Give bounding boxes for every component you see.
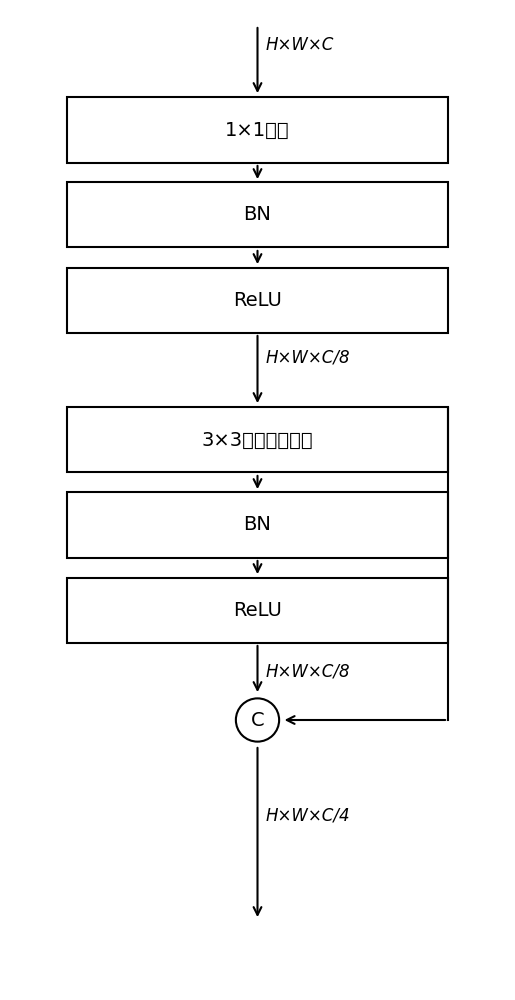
Bar (67, 577, 448, 642)
Text: BN: BN (244, 206, 271, 225)
Text: H×W×C/8: H×W×C/8 (265, 348, 350, 366)
Bar (67, 98, 448, 162)
Text: ReLU: ReLU (233, 600, 282, 619)
Text: C: C (251, 710, 264, 730)
Text: 1×1卷积: 1×1卷积 (225, 120, 290, 139)
Ellipse shape (236, 698, 279, 742)
Text: H×W×C/4: H×W×C/4 (265, 806, 350, 824)
Text: ReLU: ReLU (233, 290, 282, 310)
Text: H×W×C: H×W×C (265, 36, 334, 54)
Bar (67, 182, 448, 247)
Bar (67, 267, 448, 332)
Text: BN: BN (244, 516, 271, 534)
Text: H×W×C/8: H×W×C/8 (265, 663, 350, 681)
Text: 3×3分组空洞卷积: 3×3分组空洞卷积 (202, 430, 313, 450)
Bar (67, 408, 448, 472)
Bar (67, 492, 448, 558)
